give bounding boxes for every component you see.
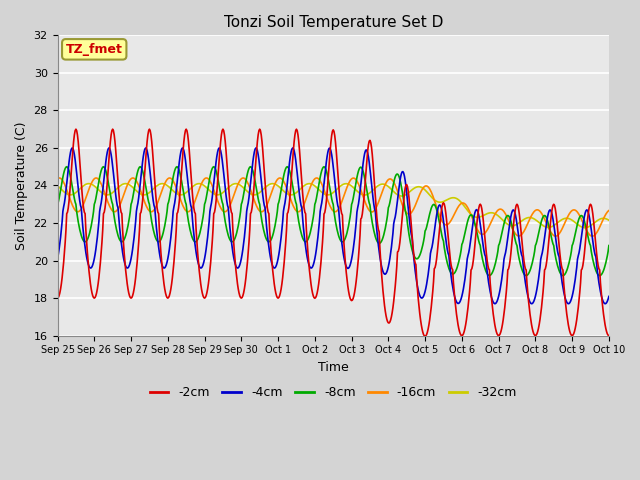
-8cm: [379, 235, 387, 240]
-2cm: [54, 295, 61, 301]
-32cm: [556, 219, 563, 225]
-16cm: [605, 208, 612, 214]
Legend: -2cm, -4cm, -8cm, -16cm, -32cm: -2cm, -4cm, -8cm, -16cm, -32cm: [145, 382, 522, 405]
-16cm: [55, 175, 63, 181]
Line: -16cm: -16cm: [58, 178, 609, 236]
-2cm: [556, 251, 564, 256]
X-axis label: Time: Time: [318, 361, 349, 374]
-2cm: [326, 158, 333, 164]
-32cm: [326, 192, 333, 198]
-2cm: [605, 333, 612, 338]
-4cm: [601, 301, 609, 307]
-16cm: [379, 187, 387, 192]
Y-axis label: Soil Temperature (C): Soil Temperature (C): [15, 121, 28, 250]
-32cm: [605, 217, 612, 223]
Line: -8cm: -8cm: [58, 167, 609, 276]
-4cm: [605, 294, 612, 300]
-32cm: [433, 199, 441, 204]
-4cm: [199, 262, 207, 268]
-32cm: [581, 225, 589, 230]
Text: TZ_fmet: TZ_fmet: [66, 43, 123, 56]
-8cm: [54, 202, 61, 207]
-8cm: [326, 183, 333, 189]
-2cm: [199, 293, 207, 299]
-32cm: [199, 182, 207, 188]
-16cm: [54, 176, 61, 182]
-8cm: [605, 243, 612, 249]
-2cm: [379, 288, 387, 294]
-2cm: [435, 241, 442, 247]
-32cm: [175, 192, 183, 198]
-2cm: [175, 198, 183, 204]
-8cm: [556, 268, 563, 274]
-16cm: [556, 231, 563, 237]
-8cm: [596, 273, 604, 278]
-4cm: [556, 254, 563, 260]
-16cm: [588, 233, 596, 239]
-4cm: [175, 159, 183, 165]
-4cm: [379, 269, 387, 275]
-16cm: [199, 178, 207, 183]
-16cm: [433, 206, 441, 212]
-4cm: [326, 145, 333, 151]
-8cm: [433, 210, 441, 216]
-2cm: [72, 126, 80, 132]
-8cm: [199, 214, 207, 220]
-16cm: [326, 202, 333, 207]
-8cm: [63, 164, 70, 169]
Line: -2cm: -2cm: [58, 129, 609, 336]
-4cm: [68, 145, 76, 151]
-32cm: [54, 183, 61, 189]
Title: Tonzi Soil Temperature Set D: Tonzi Soil Temperature Set D: [223, 15, 443, 30]
-4cm: [54, 256, 61, 262]
-2cm: [421, 334, 429, 339]
Line: -32cm: -32cm: [58, 184, 609, 228]
-32cm: [379, 181, 387, 187]
-8cm: [175, 168, 183, 174]
-32cm: [85, 181, 93, 187]
-4cm: [433, 208, 441, 214]
-16cm: [175, 193, 183, 199]
Line: -4cm: -4cm: [58, 148, 609, 304]
